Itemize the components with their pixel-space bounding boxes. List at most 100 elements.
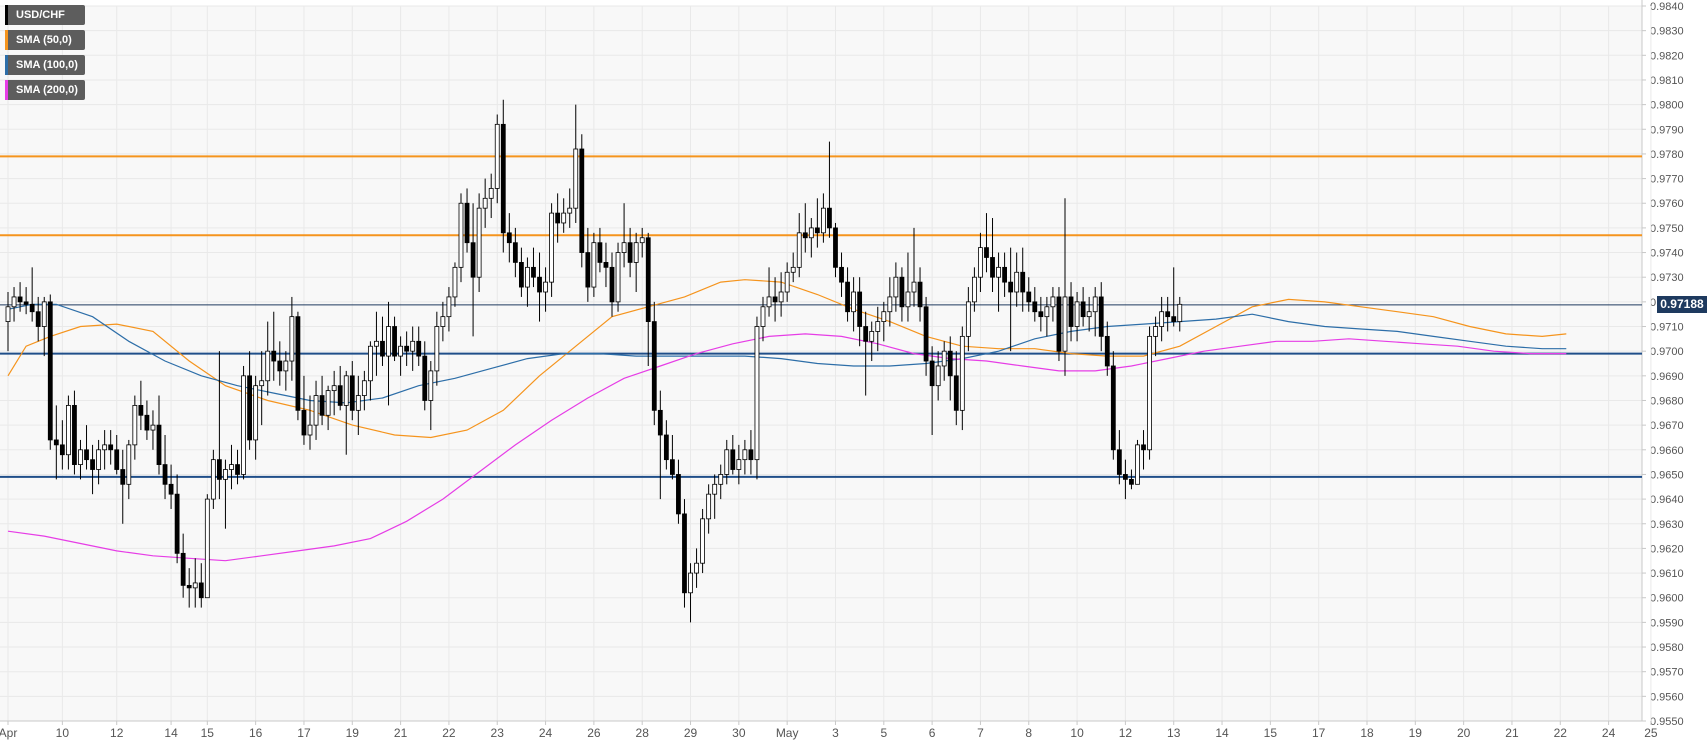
candle-body (138, 405, 144, 416)
candle-body (959, 335, 965, 411)
candle-body (156, 424, 162, 465)
y-tick-label: 0.9650 (1650, 469, 1684, 481)
candle-body (476, 207, 482, 278)
candle-body (223, 469, 228, 480)
candle-body (784, 271, 790, 293)
candle-body (555, 212, 561, 224)
y-tick-label: 0.9770 (1650, 174, 1684, 186)
candle-body (150, 424, 156, 431)
legend-label: SMA (100,0) (16, 59, 78, 71)
candle-body (941, 350, 947, 367)
candle-body (386, 326, 391, 357)
candle-body (168, 483, 174, 495)
x-tick-label: 18 (1360, 726, 1374, 740)
candle-body (1038, 311, 1044, 318)
x-tick-label: 17 (1312, 726, 1326, 740)
candle-body (736, 459, 742, 470)
candle-body (814, 227, 820, 234)
x-tick-label: 21 (1505, 726, 1519, 740)
x-tick-label: 20 (1457, 726, 1471, 740)
candle-body (863, 326, 869, 342)
candle-body (543, 281, 548, 293)
x-tick-label: 17 (297, 726, 311, 740)
candle-body (917, 281, 923, 308)
candle-body (361, 380, 367, 396)
x-tick-label: Apr (0, 726, 17, 740)
candle-body (53, 439, 59, 446)
legend-entry[interactable]: SMA (100,0) (5, 55, 85, 75)
x-tick-label: 8 (1025, 726, 1032, 740)
legend-swatch (5, 55, 8, 75)
candle-body (11, 296, 17, 308)
candle-body (186, 584, 192, 589)
candle-body (325, 390, 331, 416)
candle-body (380, 340, 385, 357)
candle-body (766, 296, 772, 308)
candle-body (893, 276, 899, 298)
candle-body (120, 469, 126, 485)
x-tick-label: 10 (56, 726, 70, 740)
candle-body (615, 252, 621, 303)
x-tick-label: 22 (442, 726, 456, 740)
x-tick-label: 16 (249, 726, 263, 740)
x-tick-label: 12 (110, 726, 124, 740)
candle-body (144, 414, 150, 431)
candle-body (591, 242, 597, 288)
x-tick-label: 3 (832, 726, 839, 740)
candle-body (1104, 335, 1110, 367)
y-tick-label: 0.9580 (1650, 642, 1684, 654)
candle-body (778, 291, 784, 303)
candle-body (271, 350, 277, 362)
legend-entry[interactable]: SMA (200,0) (5, 80, 85, 100)
candle-body (1080, 301, 1086, 318)
y-tick-label: 0.9700 (1650, 346, 1684, 358)
candle-body (633, 242, 639, 263)
x-tick-label: 23 (491, 726, 505, 740)
candle-body (500, 123, 506, 234)
candle-body (319, 395, 325, 416)
candle-body (337, 385, 343, 406)
x-tick-label: 14 (1215, 726, 1229, 740)
candle-body (204, 498, 210, 599)
candle-body (851, 291, 856, 313)
candle-body (1171, 316, 1177, 322)
legend-entry[interactable]: SMA (50,0) (5, 30, 85, 50)
candle-body (730, 449, 736, 470)
candle-body (772, 296, 778, 303)
candle-body (452, 266, 458, 298)
x-tick-label: 24 (1602, 726, 1616, 740)
candle-body (1062, 296, 1068, 352)
candle-body (754, 326, 760, 461)
candle-body (108, 444, 114, 451)
candle-body (978, 247, 983, 278)
candle-body (1159, 311, 1165, 327)
candle-body (923, 306, 929, 362)
y-tick-label: 0.9640 (1650, 494, 1684, 506)
candle-body (458, 202, 464, 268)
y-tick-label: 0.9660 (1650, 445, 1684, 457)
candle-body (645, 237, 651, 322)
x-tick-label: 21 (394, 726, 408, 740)
candle-body (827, 207, 832, 229)
x-tick-label: 28 (636, 726, 650, 740)
candle-body (265, 350, 271, 382)
candle-body (355, 395, 361, 411)
candle-body (887, 296, 893, 313)
candle-body (670, 459, 675, 475)
y-tick-label: 0.9790 (1650, 124, 1684, 136)
candle-body (1165, 311, 1171, 318)
legend-swatch (5, 80, 8, 100)
candle-body (102, 444, 108, 451)
legend-entry[interactable]: USD/CHF (5, 5, 85, 25)
candle-body (416, 340, 422, 357)
legend-label: SMA (50,0) (16, 34, 72, 46)
y-tick-label: 0.9740 (1650, 248, 1684, 260)
y-tick-label: 0.9830 (1650, 26, 1684, 38)
candle-body (567, 207, 573, 214)
candle-body (180, 552, 186, 586)
candle-body (1086, 311, 1092, 318)
candle-body (428, 370, 434, 401)
x-tick-label: May (776, 726, 799, 740)
candle-body (35, 311, 41, 327)
